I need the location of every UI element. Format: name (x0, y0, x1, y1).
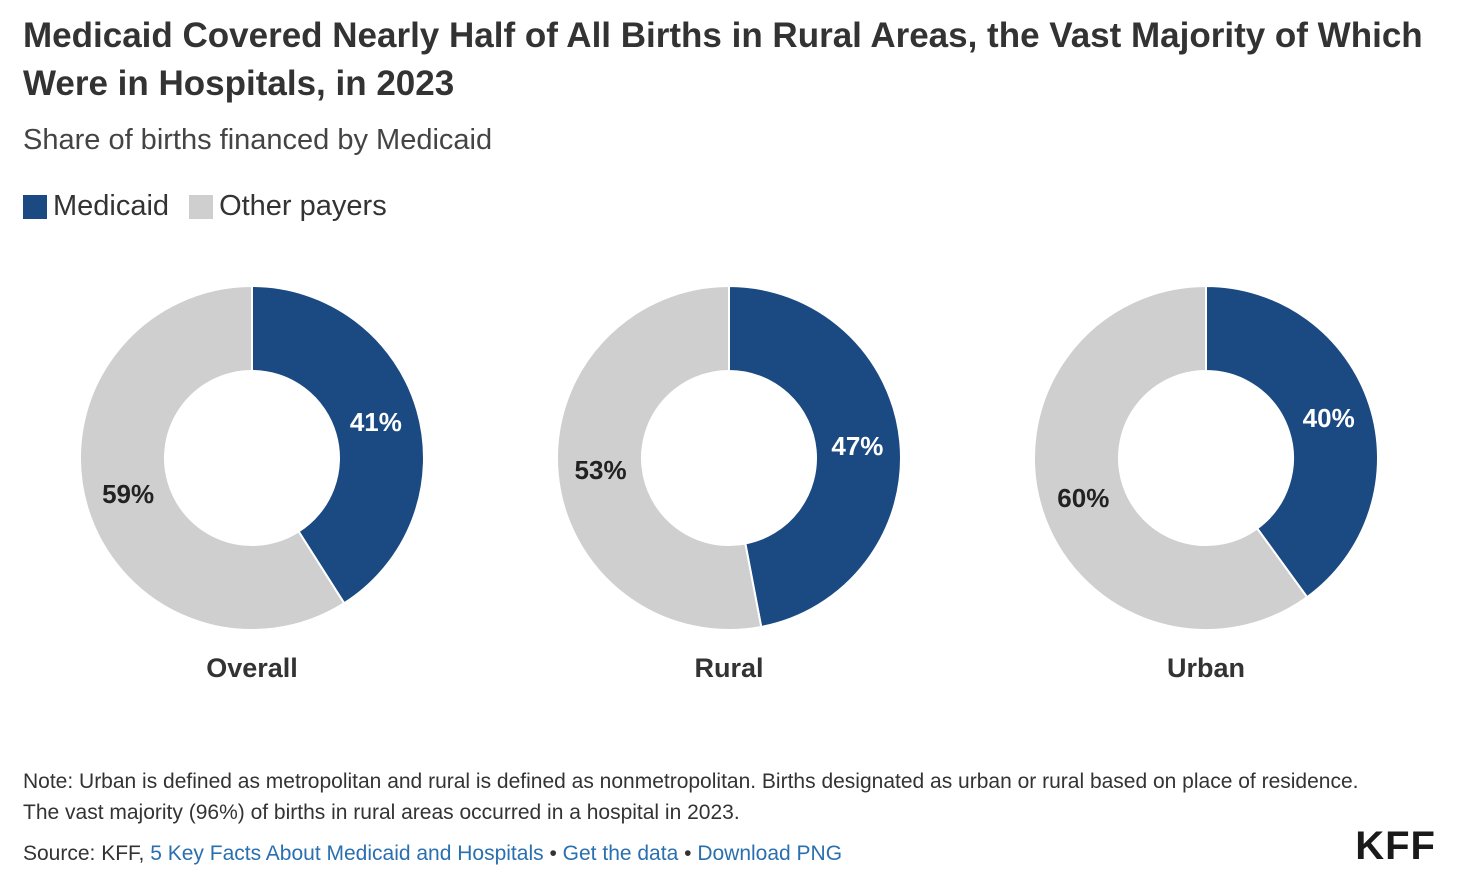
legend-label-medicaid: Medicaid (53, 190, 170, 222)
legend-item-medicaid: Medicaid (23, 190, 169, 223)
slice-label-rural-other-payers: 53% (575, 455, 627, 485)
slice-overall-medicaid (251, 284, 425, 605)
legend-swatch-medicaid (23, 194, 47, 219)
slice-label-overall-medicaid: 41% (350, 407, 402, 437)
slice-label-rural-medicaid: 47% (831, 431, 883, 461)
donut-charts: 41% 59% Overall 47% 53% Rural 40% 60% Urban (78, 284, 1380, 683)
source-line: Source: KFF, 5 Key Facts About Medicaid … (23, 838, 842, 869)
slice-label-overall-other-payers: 59% (102, 479, 154, 509)
donut-rural: 47% 53% Rural (555, 284, 902, 683)
slice-rural-medicaid (728, 284, 902, 629)
legend-label-other-payers: Other payers (219, 190, 387, 222)
category-label-rural: Rural (694, 653, 763, 683)
get-the-data-link[interactable]: Get the data (562, 842, 679, 865)
source-prefix: Source: KFF, (23, 842, 145, 865)
separator-1: • (549, 842, 557, 865)
category-label-urban: Urban (1167, 653, 1245, 683)
legend-swatch-other-payers (189, 194, 214, 219)
donut-urban: 40% 60% Urban (1033, 284, 1380, 683)
slice-overall-other-payers (78, 284, 346, 631)
donut-overall: 41% 59% Overall (78, 284, 425, 683)
download-png-link[interactable]: Download PNG (697, 842, 843, 865)
slice-label-urban-medicaid: 40% (1303, 403, 1355, 433)
article-link[interactable]: 5 Key Facts About Medicaid and Hospitals (150, 842, 544, 865)
chart-note: Note: Urban is defined as metropolitan a… (23, 770, 1359, 824)
kff-logo: KFF (1355, 824, 1436, 868)
legend-item-other-payers: Other payers (189, 190, 387, 223)
category-label-overall: Overall (206, 653, 298, 683)
legend: Medicaid Other payers (23, 190, 407, 223)
slice-urban-other-payers (1033, 284, 1309, 631)
slice-urban-medicaid (1205, 284, 1380, 599)
slice-rural-other-payers (555, 284, 763, 631)
separator-2: • (684, 842, 692, 865)
slice-label-urban-other-payers: 60% (1057, 483, 1109, 513)
chart-subtitle: Share of births financed by Medicaid (23, 124, 493, 156)
chart-title: Medicaid Covered Nearly Half of All Birt… (23, 16, 1423, 103)
